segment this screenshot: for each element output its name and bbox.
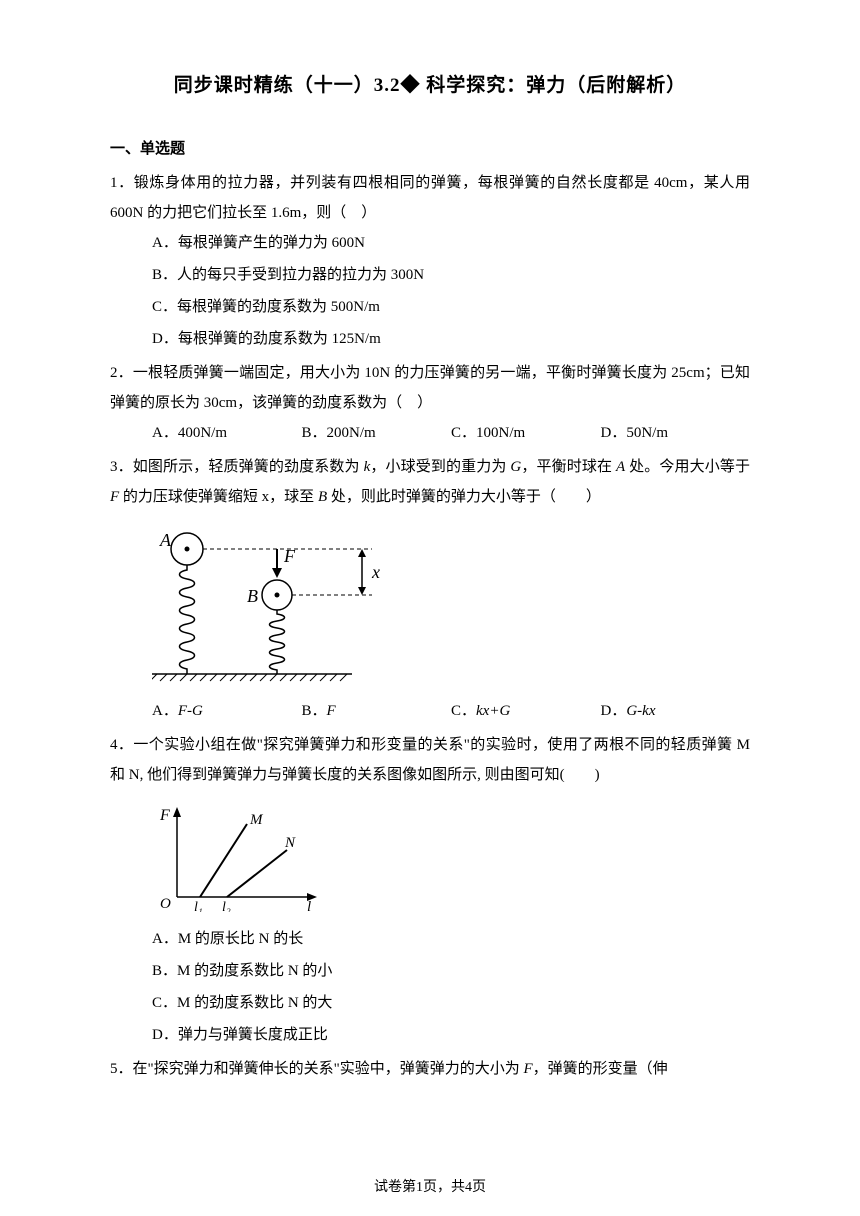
axis-l: l (307, 899, 311, 912)
page-footer: 试卷第1页，共4页 (0, 1176, 860, 1196)
q1-option-a: A．每根弹簧产生的弹力为 600N (152, 228, 750, 258)
q3-text: ，小球受到的重力为 (370, 459, 510, 475)
q3-b: B (318, 489, 327, 505)
section-header: 一、单选题 (110, 137, 750, 158)
q4-intro: 4．一个实验小组在做"探究弹簧弹力和形变量的关系"的实验时，使用了两根不同的轻质… (110, 730, 750, 790)
q5-text: ，弹簧的形变量（伸 (533, 1061, 668, 1077)
label-l1: l₁ (194, 900, 203, 912)
label-m: M (249, 812, 264, 828)
q4-option-b: B．M 的劲度系数比 N 的小 (152, 956, 750, 986)
label-l2: l₂ (222, 900, 231, 912)
q3-option-d: D．G-kx (601, 696, 751, 726)
q3-g: G (510, 459, 521, 475)
q3-text: 处，则此时弹簧的弹力大小等于（ ） (327, 489, 601, 505)
question-2: 2．一根轻质弹簧一端固定，用大小为 10N 的力压弹簧的另一端，平衡时弹簧长度为… (110, 358, 750, 448)
axis-o: O (160, 896, 171, 912)
q1-options: A．每根弹簧产生的弹力为 600N B．人的每只手受到拉力器的拉力为 300N … (110, 228, 750, 354)
q3-intro: 3．如图所示，轻质弹簧的劲度系数为 k，小球受到的重力为 G，平衡时球在 A 处… (110, 452, 750, 512)
q1-option-b: B．人的每只手受到拉力器的拉力为 300N (152, 260, 750, 290)
axis-f: F (159, 807, 170, 824)
spring-diagram: A B F x (152, 524, 412, 684)
q3-f: F (110, 489, 119, 505)
q4-option-c: C．M 的劲度系数比 N 的大 (152, 988, 750, 1018)
q4-options: A．M 的原长比 N 的长 B．M 的劲度系数比 N 的小 C．M 的劲度系数比… (110, 924, 750, 1050)
label-n: N (284, 835, 296, 851)
label-b: B (247, 586, 258, 606)
question-1: 1．锻炼身体用的拉力器，并列装有四根相同的弹簧，每根弹簧的自然长度都是 40cm… (110, 168, 750, 354)
q2-option-c: C．100N/m (451, 418, 601, 448)
label-x: x (371, 562, 380, 582)
q4-option-a: A．M 的原长比 N 的长 (152, 924, 750, 954)
q4-option-d: D．弹力与弹簧长度成正比 (152, 1020, 750, 1050)
q3-options: A．F-G B．F C．kx+G D．G-kx (110, 696, 750, 726)
graph-diagram: F O l M l₁ N l₂ (152, 802, 332, 912)
question-3: 3．如图所示，轻质弹簧的劲度系数为 k，小球受到的重力为 G，平衡时球在 A 处… (110, 452, 750, 726)
q3-text: 的力压球使弹簧缩短 x，球至 (119, 489, 318, 505)
q2-option-a: A．400N/m (152, 418, 302, 448)
q3-text: 3．如图所示，轻质弹簧的劲度系数为 (110, 459, 364, 475)
q3-text: ，平衡时球在 (521, 459, 616, 475)
q3-text: 处。今用大小等于 (625, 459, 750, 475)
q1-option-c: C．每根弹簧的劲度系数为 500N/m (152, 292, 750, 322)
q4-figure: F O l M l₁ N l₂ (110, 802, 750, 912)
q5-f: F (524, 1061, 533, 1077)
label-a: A (159, 530, 172, 550)
question-4: 4．一个实验小组在做"探究弹簧弹力和形变量的关系"的实验时，使用了两根不同的轻质… (110, 730, 750, 1050)
q2-option-d: D．50N/m (601, 418, 751, 448)
q3-figure: A B F x (110, 524, 750, 684)
q3-option-c: C．kx+G (451, 696, 601, 726)
question-5: 5．在"探究弹力和弹簧伸长的关系"实验中，弹簧弹力的大小为 F，弹簧的形变量（伸 (110, 1054, 750, 1084)
q5-text: 5．在"探究弹力和弹簧伸长的关系"实验中，弹簧弹力的大小为 (110, 1061, 524, 1077)
q2-options: A．400N/m B．200N/m C．100N/m D．50N/m (110, 418, 750, 448)
q2-option-b: B．200N/m (302, 418, 452, 448)
q3-option-a: A．F-G (152, 696, 302, 726)
q3-option-b: B．F (302, 696, 452, 726)
q1-option-d: D．每根弹簧的劲度系数为 125N/m (152, 324, 750, 354)
q1-intro: 1．锻炼身体用的拉力器，并列装有四根相同的弹簧，每根弹簧的自然长度都是 40cm… (110, 168, 750, 228)
q2-intro: 2．一根轻质弹簧一端固定，用大小为 10N 的力压弹簧的另一端，平衡时弹簧长度为… (110, 358, 750, 418)
q5-intro: 5．在"探究弹力和弹簧伸长的关系"实验中，弹簧弹力的大小为 F，弹簧的形变量（伸 (110, 1054, 750, 1084)
q3-a: A (616, 459, 625, 475)
page-title: 同步课时精练（十一）3.2◆ 科学探究：弹力（后附解析） (110, 70, 750, 97)
